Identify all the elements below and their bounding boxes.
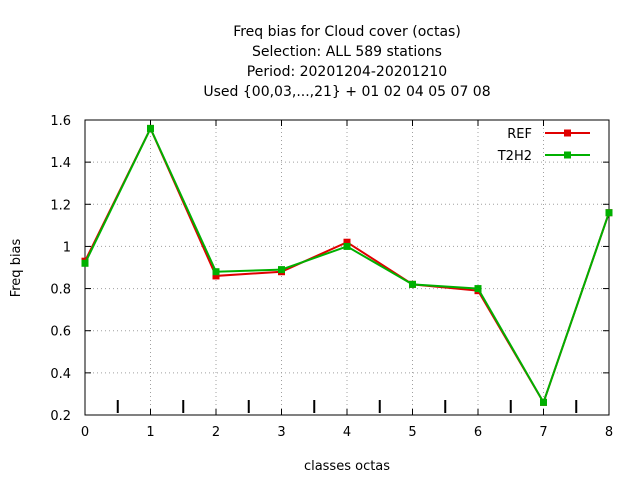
chart-title: Freq bias for Cloud cover (octas) Selecti… bbox=[203, 24, 490, 100]
legend-label: T2H2 bbox=[497, 149, 532, 164]
x-tick-label: 0 bbox=[81, 425, 89, 440]
series-t2h2 bbox=[81, 124, 613, 406]
x-axis-label: classes octas bbox=[304, 459, 390, 474]
legend-swatch-marker bbox=[564, 129, 571, 137]
title-line-3: Period: 20201204-20201210 bbox=[247, 64, 447, 80]
y-tick-label: 1 bbox=[63, 240, 71, 255]
data-point bbox=[343, 238, 351, 246]
y-axis: 0.2 0.4 0.6 0.8 1 1.2 1.4 1.6 bbox=[50, 114, 609, 424]
title-line-4: Used {00,03,...,21} + 01 02 04 05 07 08 bbox=[203, 84, 490, 100]
legend-label: REF bbox=[507, 127, 532, 142]
x-tick-label: 7 bbox=[539, 425, 547, 440]
y-tick-label: 0.4 bbox=[50, 367, 71, 382]
x-tick-label: 3 bbox=[277, 425, 285, 440]
x-tick-label: 8 bbox=[605, 425, 613, 440]
x-axis: 0 1 2 3 4 5 6 7 8 bbox=[81, 120, 613, 440]
y-tick-label: 1.2 bbox=[50, 198, 71, 213]
title-line-1: Freq bias for Cloud cover (octas) bbox=[233, 24, 461, 40]
data-point bbox=[278, 266, 285, 274]
x-tick-label: 5 bbox=[408, 425, 416, 440]
legend-swatch-marker bbox=[564, 151, 571, 159]
y-tick-label: 1.6 bbox=[50, 114, 71, 129]
data-point bbox=[474, 285, 482, 293]
grid bbox=[85, 120, 609, 415]
data-point bbox=[212, 272, 220, 280]
x-tick-label: 6 bbox=[474, 425, 482, 440]
data-point bbox=[147, 124, 154, 132]
x-tick-label: 4 bbox=[343, 425, 351, 440]
y-tick-label: 0.8 bbox=[50, 283, 71, 298]
x-tick-label: 2 bbox=[212, 425, 220, 440]
x-tick-label: 1 bbox=[146, 425, 154, 440]
title-line-2: Selection: ALL 589 stations bbox=[252, 44, 442, 60]
series-line bbox=[84, 126, 610, 405]
data-point bbox=[409, 280, 416, 288]
y-tick-label: 0.2 bbox=[50, 409, 71, 424]
y-axis-label: Freq bias bbox=[9, 238, 24, 297]
data-point bbox=[343, 242, 351, 250]
y-tick-label: 0.6 bbox=[50, 325, 71, 340]
minor-ticks bbox=[116, 400, 578, 413]
series-line bbox=[84, 126, 610, 405]
data-point bbox=[605, 209, 613, 217]
data-point bbox=[212, 268, 220, 276]
legend: REF T2H2 bbox=[497, 127, 590, 164]
y-tick-label: 1.4 bbox=[50, 156, 71, 171]
series-ref bbox=[81, 124, 613, 406]
data-point bbox=[540, 398, 547, 406]
data-point bbox=[81, 259, 89, 267]
series bbox=[81, 124, 613, 406]
